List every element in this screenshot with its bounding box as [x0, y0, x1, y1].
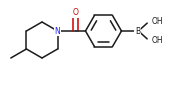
- Text: B: B: [135, 26, 140, 36]
- Text: OH: OH: [151, 17, 163, 26]
- Text: O: O: [73, 8, 79, 17]
- Text: N: N: [55, 26, 61, 36]
- Text: OH: OH: [151, 36, 163, 45]
